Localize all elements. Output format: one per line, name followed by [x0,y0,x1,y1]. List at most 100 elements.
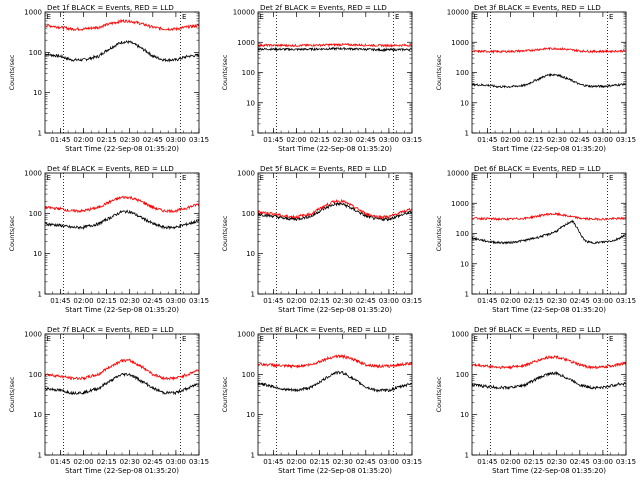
x-tick-label: 01:45 [477,136,497,144]
series-group [258,42,412,53]
corner-tag-right: E [182,335,186,343]
x-tick-label: 03:15 [189,458,209,466]
x-tick-label: 02:15 [524,136,544,144]
x-tick-label: 01:45 [263,297,283,305]
panel-title: Det 3f BLACK = Events, RED = LLD [474,3,601,12]
x-tick-label: 02:15 [310,136,330,144]
corner-tag-left: E [47,13,51,21]
plot-frame [44,333,200,456]
y-tick-label: 1 [38,452,42,460]
series-group [472,47,626,89]
series-group [45,195,199,231]
x-axis-label: Start Time (22-Sep-08 01:35:20) [492,145,606,153]
series-group [258,353,412,393]
x-tick-label: 02:15 [97,297,117,305]
x-tick-label: 01:45 [477,458,497,466]
events-series-line [258,46,412,53]
events-series-line [45,209,199,231]
y-tick-label: 1 [251,452,255,460]
x-tick-label: 02:00 [286,297,306,305]
x-tick-label: 02:45 [143,297,163,305]
y-tick-label: 10 [246,411,255,419]
y-tick-label: 1 [251,130,255,138]
corner-tag-right: E [609,174,613,182]
plot-frame [471,172,627,295]
x-tick-label: 03:00 [166,458,186,466]
y-axis-label: Counts/sec [221,215,229,251]
y-tick-label: 100 [456,371,469,379]
x-tick-label: 03:00 [379,297,399,305]
y-tick-label: 1000 [24,331,42,339]
x-tick-label: 02:45 [356,297,376,305]
y-tick-label: 1000 [451,200,469,208]
y-tick-label: 1 [251,291,255,299]
plot-frame [44,172,200,295]
x-tick-label: 02:00 [73,136,93,144]
x-tick-label: 02:15 [97,458,117,466]
lld-series-line [45,358,199,382]
y-axis-label: Counts/sec [435,54,443,90]
x-tick-label: 02:15 [524,458,544,466]
y-tick-label: 1 [38,291,42,299]
x-tick-label: 01:45 [477,297,497,305]
lld-series-line [472,354,626,370]
y-tick-label: 100 [456,69,469,77]
x-tick-label: 02:15 [524,297,544,305]
x-tick-label: 03:00 [593,136,613,144]
lld-series-line [472,212,626,222]
x-tick-label: 01:45 [50,136,70,144]
lld-series-line [45,195,199,214]
events-series-line [45,372,199,396]
panel-title: Det 7f BLACK = Events, RED = LLD [47,325,174,334]
corner-tag-right: E [182,174,186,182]
series-group [472,212,626,245]
events-series-line [472,370,626,390]
y-tick-label: 1000 [451,39,469,47]
corner-tag-right: E [609,335,613,343]
y-axis-label: Counts/sec [435,215,443,251]
x-tick-label: 01:45 [263,458,283,466]
x-tick-label: 01:45 [263,136,283,144]
events-series-line [472,73,626,89]
x-axis-label: Start Time (22-Sep-08 01:35:20) [492,467,606,475]
y-tick-label: 10 [33,250,42,258]
corner-tag-right: E [395,335,399,343]
events-series-line [45,40,199,63]
x-tick-label: 03:00 [166,297,186,305]
y-tick-label: 10000 [233,9,255,17]
y-axis-label: Counts/sec [8,215,16,251]
events-series-line [472,219,626,245]
y-tick-label: 100 [456,230,469,238]
y-axis-label: Counts/sec [8,376,16,412]
x-tick-label: 03:00 [379,136,399,144]
x-tick-label: 03:00 [593,458,613,466]
panel-title: Det 5f BLACK = Events, RED = LLD [260,164,387,173]
y-tick-label: 100 [29,210,42,218]
y-tick-label: 1 [465,452,469,460]
plot-frame [257,11,413,134]
lld-series-line [45,18,199,32]
corner-tag-left: E [47,174,51,182]
x-tick-label: 01:45 [50,297,70,305]
plot-frame [44,11,200,134]
y-tick-label: 100 [242,371,255,379]
x-tick-label: 02:45 [570,297,590,305]
panel-title: Det 9f BLACK = Events, RED = LLD [474,325,601,334]
x-tick-label: 02:30 [333,458,353,466]
y-tick-label: 10 [33,89,42,97]
y-tick-label: 100 [242,210,255,218]
y-tick-label: 1 [38,130,42,138]
series-group [45,18,199,63]
corner-tag-right: E [609,13,613,21]
x-axis-label: Start Time (22-Sep-08 01:35:20) [65,145,179,153]
x-axis-label: Start Time (22-Sep-08 01:35:20) [65,306,179,314]
y-tick-label: 100 [29,371,42,379]
x-tick-label: 02:00 [500,297,520,305]
